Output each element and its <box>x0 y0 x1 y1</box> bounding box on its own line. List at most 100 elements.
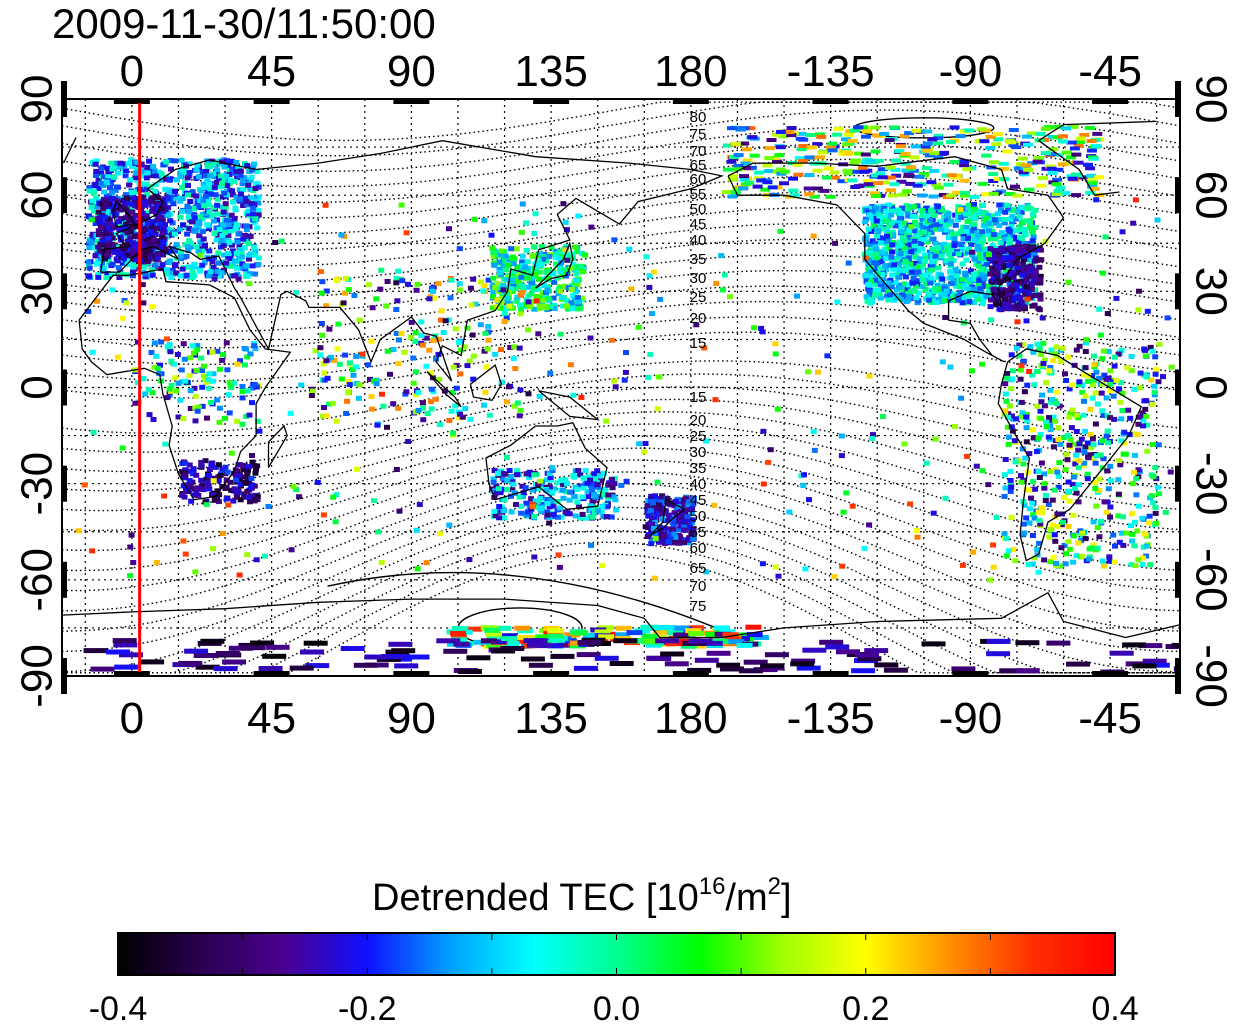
tec-cell <box>843 132 854 137</box>
tec-cell <box>1023 425 1030 431</box>
tec-cell <box>1067 411 1074 417</box>
tec-cell <box>989 258 996 264</box>
tec-cell <box>1029 533 1036 538</box>
tec-cell <box>507 474 514 479</box>
tec-cell <box>205 483 212 489</box>
tec-cell <box>999 230 1005 236</box>
tec-cell <box>243 263 250 269</box>
tec-cell <box>1029 372 1036 378</box>
tec-cell <box>1002 236 1009 242</box>
tec-cell <box>234 222 240 228</box>
tec-cell <box>186 478 193 484</box>
tec-cell <box>168 382 175 388</box>
tec-cell <box>152 243 159 249</box>
tec-cell <box>252 470 259 476</box>
tec-cell <box>1068 382 1075 388</box>
tec-cell <box>1123 530 1130 536</box>
tec-cell <box>321 370 328 376</box>
tec-cell <box>588 224 595 230</box>
tec-cell <box>191 385 198 391</box>
tec-cell <box>207 269 214 275</box>
tec-cell <box>1015 162 1026 167</box>
tec-cell <box>508 278 515 284</box>
tec-cell <box>383 303 390 309</box>
tec-cell <box>1081 372 1088 378</box>
tec-cell <box>865 226 872 232</box>
tec-cell <box>511 268 518 274</box>
tec-cell <box>191 206 197 212</box>
tec-cell <box>1008 352 1015 358</box>
tec-cell <box>1035 469 1042 475</box>
tec-cell <box>909 280 916 286</box>
tec-cell <box>1046 415 1052 421</box>
tec-cell <box>1091 362 1098 368</box>
tec-cell <box>1032 207 1039 213</box>
tec-cell <box>612 497 619 503</box>
tec-cell <box>138 195 145 201</box>
tec-cell <box>880 268 887 274</box>
tec-cell <box>124 214 131 220</box>
tec-cell <box>887 193 898 198</box>
tec-cell <box>1132 563 1139 569</box>
tec-cell <box>189 189 196 195</box>
tec-cell <box>199 246 206 251</box>
tec-cell <box>104 165 111 171</box>
tec-cell <box>760 428 767 434</box>
tec-cell <box>998 161 1009 166</box>
tec-cell <box>157 221 164 227</box>
tec-cell <box>116 227 123 232</box>
tec-cell <box>891 173 902 178</box>
tec-cell <box>249 263 256 269</box>
tec-cell <box>981 249 988 255</box>
tec-cell <box>1031 290 1038 296</box>
tec-cell <box>1128 562 1135 568</box>
tec-cell <box>1045 434 1052 440</box>
tec-cell <box>234 239 241 245</box>
tec-cell <box>243 227 250 233</box>
tec-cell <box>901 246 908 251</box>
tec-cell <box>980 298 986 304</box>
tec-cell <box>549 465 556 471</box>
tec-cell <box>138 246 145 252</box>
tec-cell <box>901 281 908 287</box>
tec-cell <box>181 356 188 362</box>
tec-cell <box>1031 251 1038 257</box>
tec-cell <box>623 350 629 355</box>
tec-cell <box>1111 559 1118 565</box>
tec-cell <box>92 181 99 187</box>
tec-cell <box>1156 341 1163 347</box>
tec-cell <box>251 343 258 349</box>
tec-cell <box>1069 407 1076 413</box>
right-lat-label: -60 <box>1187 548 1236 612</box>
tec-cell <box>201 203 208 209</box>
tec-cell <box>199 248 206 254</box>
tec-cell <box>157 362 164 368</box>
tec-cell <box>604 504 611 510</box>
tec-cell <box>984 262 990 267</box>
tec-cell <box>196 214 203 220</box>
tec-cell <box>99 239 106 245</box>
tec-cell <box>519 201 526 207</box>
tec-cell <box>164 336 170 342</box>
tec-cell <box>103 244 110 250</box>
tec-cell <box>906 227 913 233</box>
tec-cell <box>481 283 488 289</box>
tec-cell <box>572 244 579 250</box>
tec-cell <box>251 202 258 208</box>
tec-cell <box>177 198 184 204</box>
tec-cell <box>929 263 936 269</box>
tec-cell <box>636 441 643 447</box>
tec-cell <box>379 391 385 397</box>
tec-cell <box>766 138 777 142</box>
tec-cell <box>223 173 229 179</box>
tec-cell <box>467 416 474 422</box>
tec-cell <box>965 286 972 292</box>
tec-cell <box>209 212 216 218</box>
tec-cell <box>1090 442 1097 448</box>
tec-cell <box>162 222 168 228</box>
tec-cell <box>195 223 201 229</box>
tec-cell <box>1015 238 1022 244</box>
tec-cell <box>231 215 238 221</box>
tec-cell <box>514 472 521 478</box>
